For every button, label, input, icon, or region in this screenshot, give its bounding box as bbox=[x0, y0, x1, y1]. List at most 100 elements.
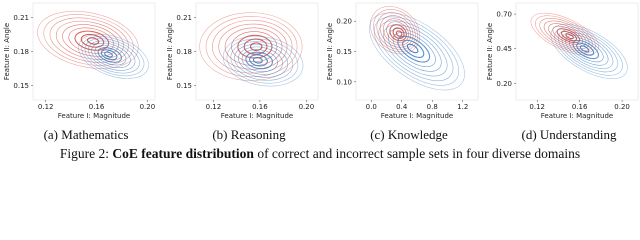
contour-line bbox=[62, 24, 119, 57]
panel-caption: (d) Understanding bbox=[522, 127, 617, 142]
y-tick-label: 0.21 bbox=[13, 14, 29, 22]
contour-line bbox=[84, 38, 140, 74]
contour-line bbox=[238, 46, 283, 75]
contour-line bbox=[406, 43, 419, 54]
y-tick-label: 0.45 bbox=[496, 45, 512, 53]
x-tick-label: 0.16 bbox=[572, 103, 588, 111]
contour-line bbox=[234, 43, 289, 78]
x-tick-label: 0.8 bbox=[427, 103, 438, 111]
contour-line bbox=[397, 35, 431, 63]
contour-line bbox=[86, 37, 100, 45]
contour-line bbox=[558, 29, 619, 73]
contour-line bbox=[565, 34, 609, 66]
x-tick-label: 0.12 bbox=[529, 103, 545, 111]
contour-line bbox=[87, 40, 136, 71]
contour-line bbox=[81, 36, 145, 77]
x-tick-label: 1.2 bbox=[457, 103, 468, 111]
plot-area bbox=[195, 2, 319, 101]
x-tick-label: 0.20 bbox=[614, 103, 630, 111]
caption-label: Figure 2: bbox=[60, 146, 113, 161]
y-tick-label: 0.20 bbox=[496, 80, 512, 88]
contour-line bbox=[224, 27, 283, 66]
x-tick-label: 0.12 bbox=[38, 103, 54, 111]
y-tick-label: 0.70 bbox=[496, 11, 512, 19]
figure: Figure 2: CoE feature distribution of co… bbox=[3, 2, 639, 161]
contour-line bbox=[572, 39, 600, 60]
contour-line bbox=[91, 42, 131, 69]
contour-line bbox=[569, 37, 604, 63]
x-tick-label: 0.4 bbox=[396, 103, 408, 111]
y-tick-label: 0.15 bbox=[13, 82, 29, 90]
contour-line bbox=[55, 20, 124, 60]
contour-line bbox=[205, 16, 298, 78]
contour-line bbox=[222, 36, 304, 87]
caption-rest: of correct and incorrect sample sets in … bbox=[254, 146, 580, 161]
x-tick-label: 0.16 bbox=[252, 103, 268, 111]
contour-line bbox=[530, 12, 599, 56]
contour-line bbox=[560, 30, 578, 42]
contour-line bbox=[383, 24, 448, 77]
contour-line bbox=[218, 23, 288, 70]
contour-line bbox=[212, 19, 293, 74]
contour-line bbox=[104, 51, 113, 58]
contour-line bbox=[245, 51, 274, 70]
contour-line bbox=[74, 30, 110, 51]
contour-line bbox=[369, 12, 465, 91]
x-tick-label: 0.12 bbox=[206, 103, 222, 111]
x-axis-label: Feature I: Magnitude bbox=[221, 112, 293, 120]
contour-line bbox=[249, 54, 268, 67]
x-tick-label: 0.16 bbox=[89, 103, 105, 111]
x-tick-label: 0.0 bbox=[366, 103, 377, 111]
contour-line bbox=[552, 25, 584, 46]
panel-caption: (b) Reasoning bbox=[212, 127, 286, 142]
panel-caption: (a) Mathematics bbox=[44, 127, 129, 142]
contour-line bbox=[543, 20, 590, 50]
y-tick-label: 0.10 bbox=[336, 78, 352, 86]
x-tick-label: 0.20 bbox=[299, 103, 315, 111]
contour-line bbox=[94, 45, 127, 66]
contour-line bbox=[579, 45, 590, 53]
x-axis-label: Feature I: Magnitude bbox=[541, 112, 613, 120]
y-tick-label: 0.18 bbox=[176, 48, 192, 56]
panel-caption: (c) Knowledge bbox=[370, 127, 448, 142]
contour-line bbox=[37, 10, 139, 69]
y-axis-label: Feature II: Angle bbox=[3, 23, 11, 80]
y-axis-label: Feature II: Angle bbox=[326, 23, 334, 80]
contours bbox=[199, 12, 304, 87]
contour-line bbox=[43, 14, 134, 66]
contour-line bbox=[379, 15, 414, 48]
contour-line bbox=[241, 49, 278, 72]
contour-line bbox=[392, 32, 436, 68]
caption-bold: CoE feature distribution bbox=[112, 146, 254, 161]
contour-line bbox=[252, 56, 263, 64]
contour-line bbox=[78, 33, 149, 79]
contour-line bbox=[395, 30, 403, 37]
contour-line bbox=[402, 39, 425, 58]
contour-line bbox=[389, 24, 407, 42]
x-axis-label: Feature I: Magnitude bbox=[381, 112, 453, 120]
y-axis-label: Feature II: Angle bbox=[166, 23, 174, 80]
contour-line bbox=[388, 28, 442, 72]
x-axis-label: Feature I: Magnitude bbox=[58, 112, 130, 120]
contour-line bbox=[226, 38, 299, 84]
contour-line bbox=[100, 49, 118, 61]
contour-line bbox=[97, 47, 122, 63]
contour-line bbox=[49, 17, 129, 63]
y-axis-label: Feature II: Angle bbox=[486, 23, 494, 80]
contours bbox=[369, 6, 465, 91]
y-tick-label: 0.18 bbox=[13, 48, 29, 56]
plot-area bbox=[32, 2, 156, 101]
contour-line bbox=[550, 24, 628, 79]
plot-area bbox=[355, 2, 479, 101]
y-tick-label: 0.15 bbox=[336, 48, 352, 56]
y-tick-label: 0.21 bbox=[176, 14, 192, 22]
figure-caption: Figure 2: CoE feature distribution of co… bbox=[60, 146, 580, 161]
contours bbox=[37, 10, 149, 79]
contour-line bbox=[576, 42, 595, 56]
contour-line bbox=[230, 41, 294, 81]
contour-line bbox=[378, 20, 454, 82]
contours bbox=[530, 12, 628, 79]
contour-line bbox=[554, 26, 623, 76]
contour-line bbox=[561, 32, 614, 69]
x-tick-label: 0.20 bbox=[140, 103, 156, 111]
